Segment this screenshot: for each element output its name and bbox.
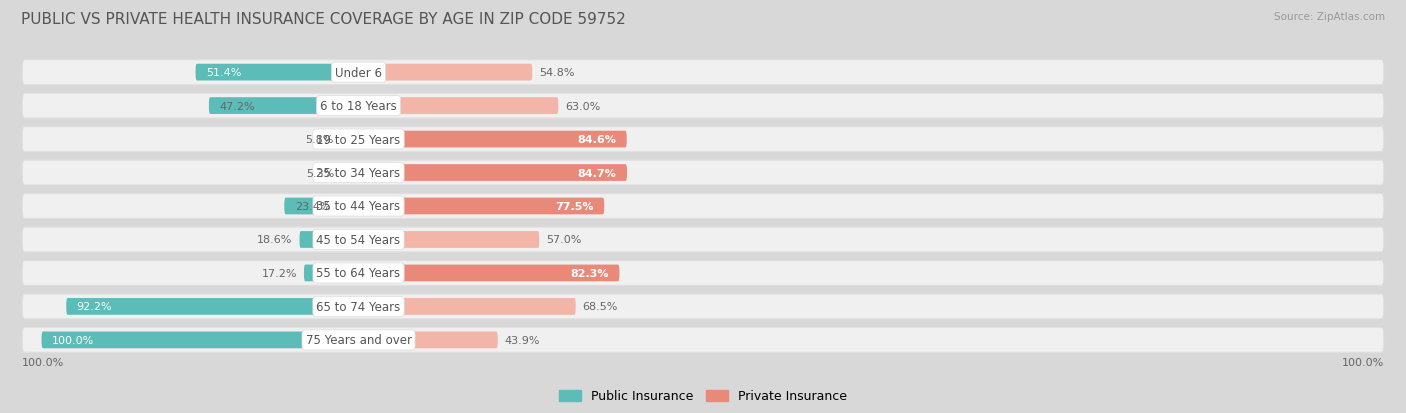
Text: 45 to 54 Years: 45 to 54 Years xyxy=(316,233,401,247)
Text: 25 to 34 Years: 25 to 34 Years xyxy=(316,166,401,180)
FancyBboxPatch shape xyxy=(340,131,359,148)
FancyBboxPatch shape xyxy=(359,332,498,349)
FancyBboxPatch shape xyxy=(22,261,1384,286)
FancyBboxPatch shape xyxy=(22,127,1384,152)
Text: 51.4%: 51.4% xyxy=(205,68,242,78)
FancyBboxPatch shape xyxy=(304,265,359,282)
FancyBboxPatch shape xyxy=(209,98,359,115)
FancyBboxPatch shape xyxy=(342,165,359,181)
Text: Source: ZipAtlas.com: Source: ZipAtlas.com xyxy=(1274,12,1385,22)
FancyBboxPatch shape xyxy=(359,298,575,315)
Text: 82.3%: 82.3% xyxy=(571,268,609,278)
Text: 63.0%: 63.0% xyxy=(565,101,600,112)
FancyBboxPatch shape xyxy=(359,131,627,148)
FancyBboxPatch shape xyxy=(22,161,1384,185)
Text: 84.7%: 84.7% xyxy=(578,168,617,178)
Text: PUBLIC VS PRIVATE HEALTH INSURANCE COVERAGE BY AGE IN ZIP CODE 59752: PUBLIC VS PRIVATE HEALTH INSURANCE COVER… xyxy=(21,12,626,27)
FancyBboxPatch shape xyxy=(22,194,1384,219)
FancyBboxPatch shape xyxy=(66,298,359,315)
FancyBboxPatch shape xyxy=(42,332,359,349)
FancyBboxPatch shape xyxy=(22,61,1384,85)
Text: 100.0%: 100.0% xyxy=(1341,357,1384,367)
Text: 17.2%: 17.2% xyxy=(262,268,297,278)
Text: 75 Years and over: 75 Years and over xyxy=(305,334,412,347)
Text: 100.0%: 100.0% xyxy=(22,357,65,367)
FancyBboxPatch shape xyxy=(22,228,1384,252)
Text: 18.6%: 18.6% xyxy=(257,235,292,245)
Legend: Public Insurance, Private Insurance: Public Insurance, Private Insurance xyxy=(554,385,852,408)
Text: 35 to 44 Years: 35 to 44 Years xyxy=(316,200,401,213)
FancyBboxPatch shape xyxy=(22,328,1384,352)
Text: 57.0%: 57.0% xyxy=(546,235,582,245)
Text: 5.8%: 5.8% xyxy=(305,135,333,145)
Text: 65 to 74 Years: 65 to 74 Years xyxy=(316,300,401,313)
Text: 6 to 18 Years: 6 to 18 Years xyxy=(321,100,396,113)
Text: 92.2%: 92.2% xyxy=(77,301,112,312)
FancyBboxPatch shape xyxy=(299,232,359,248)
FancyBboxPatch shape xyxy=(359,165,627,181)
Text: 5.3%: 5.3% xyxy=(307,168,335,178)
FancyBboxPatch shape xyxy=(359,232,540,248)
Text: 100.0%: 100.0% xyxy=(52,335,94,345)
Text: 84.6%: 84.6% xyxy=(578,135,616,145)
Text: 47.2%: 47.2% xyxy=(219,101,254,112)
FancyBboxPatch shape xyxy=(284,198,359,215)
Text: 23.4%: 23.4% xyxy=(295,202,330,211)
FancyBboxPatch shape xyxy=(359,198,605,215)
Text: 54.8%: 54.8% xyxy=(538,68,575,78)
FancyBboxPatch shape xyxy=(195,64,359,81)
FancyBboxPatch shape xyxy=(359,98,558,115)
Text: 43.9%: 43.9% xyxy=(505,335,540,345)
FancyBboxPatch shape xyxy=(359,265,620,282)
Text: Under 6: Under 6 xyxy=(335,66,382,79)
Text: 77.5%: 77.5% xyxy=(555,202,593,211)
FancyBboxPatch shape xyxy=(359,64,533,81)
Text: 68.5%: 68.5% xyxy=(582,301,617,312)
Text: 55 to 64 Years: 55 to 64 Years xyxy=(316,267,401,280)
FancyBboxPatch shape xyxy=(22,294,1384,319)
FancyBboxPatch shape xyxy=(22,94,1384,119)
Text: 19 to 25 Years: 19 to 25 Years xyxy=(316,133,401,146)
